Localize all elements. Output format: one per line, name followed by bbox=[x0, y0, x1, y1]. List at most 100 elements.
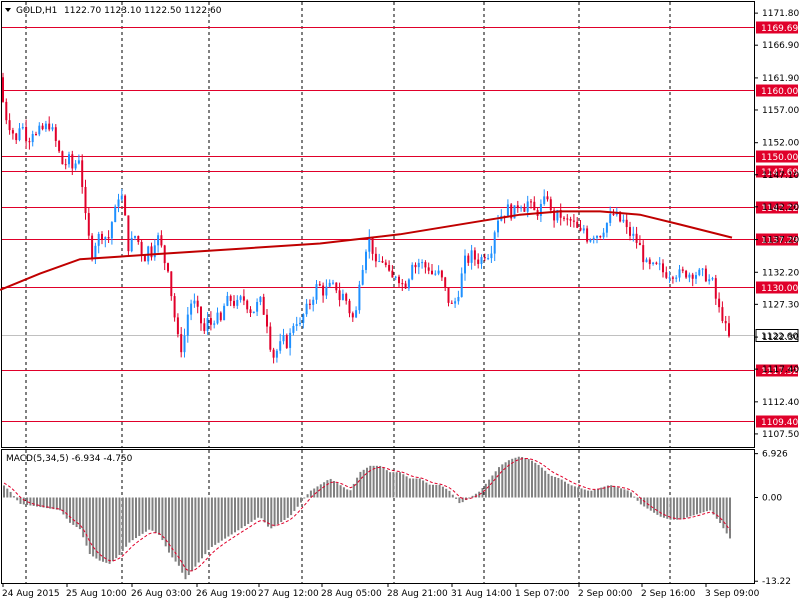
macd-bar bbox=[514, 457, 517, 498]
candle-body bbox=[315, 284, 318, 300]
y-tick-label: 1132.20 bbox=[762, 268, 799, 278]
candle-body bbox=[206, 318, 209, 331]
y-tick-label: 1147.10 bbox=[762, 171, 799, 181]
macd-bar bbox=[197, 497, 200, 563]
candle-body bbox=[256, 301, 259, 312]
candle-body bbox=[681, 269, 684, 271]
candle-body bbox=[35, 134, 37, 136]
candle-body bbox=[71, 154, 74, 169]
macd-bar bbox=[633, 496, 636, 498]
macd-bar bbox=[263, 497, 266, 523]
candle-body bbox=[54, 127, 57, 141]
macd-bar bbox=[168, 497, 170, 553]
candle-body bbox=[704, 268, 707, 282]
macd-bar bbox=[118, 497, 121, 555]
macd-bar bbox=[422, 480, 425, 498]
candle-body bbox=[454, 301, 457, 304]
macd-bar bbox=[39, 497, 42, 508]
macd-bar bbox=[521, 456, 524, 498]
macd-bar bbox=[111, 497, 114, 562]
macd-bar bbox=[501, 464, 504, 498]
candle-body bbox=[394, 276, 397, 278]
macd-bar bbox=[95, 497, 98, 559]
macd-bar bbox=[702, 497, 705, 513]
macd-bar bbox=[560, 479, 563, 498]
macd-bar bbox=[346, 489, 349, 498]
macd-bar bbox=[613, 486, 616, 498]
macd-bar bbox=[121, 497, 124, 551]
candle-body bbox=[685, 270, 688, 278]
candle-body bbox=[487, 258, 490, 260]
macd-bar bbox=[88, 497, 91, 554]
candle-body bbox=[404, 283, 407, 289]
candle-body bbox=[546, 196, 549, 200]
candle-body bbox=[308, 303, 311, 305]
candle-body bbox=[543, 196, 546, 204]
candle-body bbox=[582, 228, 585, 231]
candle-body bbox=[434, 273, 437, 275]
macd-bar bbox=[554, 476, 557, 498]
macd-bar bbox=[283, 497, 286, 520]
candle-body bbox=[612, 214, 615, 216]
candle-body bbox=[74, 163, 77, 169]
x-tick-label: 25 Aug 10:00 bbox=[66, 589, 127, 599]
candle-body bbox=[437, 270, 440, 274]
candle-body bbox=[338, 290, 341, 301]
candle-body bbox=[282, 335, 285, 342]
macd-bar bbox=[484, 483, 487, 498]
macd-bar bbox=[455, 497, 458, 499]
macd-bar bbox=[590, 490, 593, 498]
candle-body bbox=[130, 237, 133, 252]
macd-bar bbox=[102, 497, 104, 562]
candle-body bbox=[424, 262, 427, 268]
macd-bar bbox=[504, 462, 507, 498]
macd-bar bbox=[187, 497, 190, 576]
macd-bar bbox=[151, 497, 154, 531]
candle-body bbox=[351, 313, 354, 318]
macd-bar bbox=[537, 464, 540, 498]
price-level-tag bbox=[756, 281, 798, 294]
candle-body bbox=[645, 259, 648, 263]
candle-body bbox=[348, 300, 351, 314]
candle-body bbox=[358, 284, 361, 311]
moving-average-line bbox=[0, 210, 733, 291]
price-level-label: 1147.69 bbox=[761, 168, 798, 178]
macd-bar bbox=[544, 470, 547, 498]
macd-bar bbox=[653, 497, 656, 513]
candle-body bbox=[652, 262, 655, 265]
x-tick-label: 1 Sep 07:00 bbox=[515, 589, 570, 599]
macd-bar bbox=[306, 494, 309, 498]
menu-triangle-icon[interactable] bbox=[5, 8, 11, 12]
macd-bar bbox=[313, 488, 316, 498]
candle-body bbox=[266, 314, 268, 327]
macd-bar bbox=[570, 485, 573, 498]
macd-bar bbox=[597, 488, 599, 498]
x-tick-label: 28 Aug 21:00 bbox=[387, 589, 448, 599]
candle-body bbox=[411, 264, 414, 280]
macd-bar bbox=[224, 497, 227, 539]
candle-body bbox=[407, 279, 410, 289]
candle-body bbox=[695, 275, 697, 279]
macd-bar bbox=[534, 462, 537, 498]
macd-bar bbox=[52, 497, 55, 510]
candle-body bbox=[213, 323, 216, 325]
y-tick-label: 1142.20 bbox=[762, 203, 799, 213]
candle-body bbox=[77, 160, 80, 164]
macd-tick-label: 0.00 bbox=[762, 494, 782, 504]
candle-body bbox=[447, 287, 450, 303]
macd-bar bbox=[16, 497, 19, 501]
macd-bar bbox=[425, 482, 428, 498]
candle-body bbox=[180, 334, 183, 353]
candle-body bbox=[2, 77, 4, 102]
macd-bar bbox=[26, 497, 29, 505]
macd-bar bbox=[19, 497, 22, 504]
candle-body bbox=[553, 210, 556, 221]
candle-body bbox=[209, 318, 212, 325]
candle-body bbox=[104, 237, 107, 240]
macd-bar bbox=[468, 497, 471, 499]
candle-body bbox=[473, 250, 476, 260]
candle-body bbox=[609, 214, 612, 223]
y-tick-label: 1166.90 bbox=[762, 41, 799, 51]
price-level-tag bbox=[756, 201, 798, 214]
macd-bar bbox=[237, 497, 240, 531]
